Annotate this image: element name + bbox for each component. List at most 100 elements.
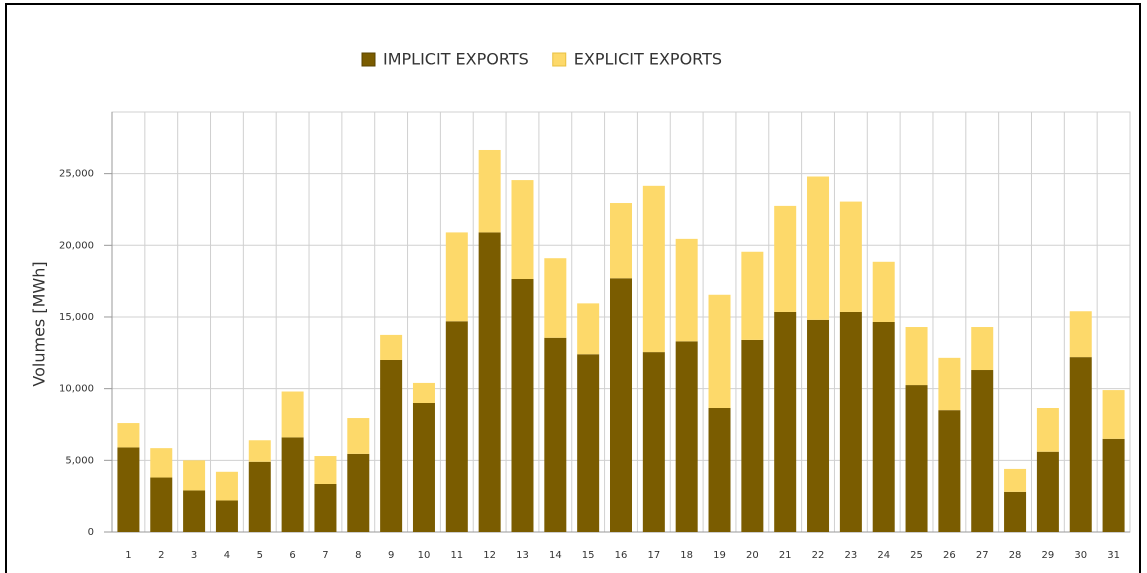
x-tick-label: 18 (680, 550, 693, 561)
bar-segment (380, 359, 403, 532)
x-tick-label: 4 (224, 550, 230, 561)
bar-segment (445, 232, 468, 322)
legend-label: EXPLICIT EXPORTS (574, 50, 722, 69)
bar-segment (1036, 451, 1059, 532)
bar-segment (478, 232, 501, 533)
bar-segment (150, 477, 173, 532)
x-tick-label: 14 (549, 550, 562, 561)
y-tick-label: 15,000 (59, 312, 94, 323)
bar-segment (150, 448, 173, 478)
x-tick-label: 12 (483, 550, 496, 561)
bar-segment (314, 456, 337, 484)
bar-segment (478, 149, 501, 233)
x-tick-label: 21 (779, 550, 792, 561)
bar-segment (741, 251, 764, 340)
bar-segment (117, 423, 140, 448)
bar-segment (347, 453, 370, 532)
bar-segment (1036, 408, 1059, 452)
bar-segment (1004, 468, 1027, 492)
x-tick-label: 31 (1107, 550, 1120, 561)
y-tick-label: 0 (88, 527, 94, 538)
x-tick-label: 11 (450, 550, 463, 561)
frame (5, 3, 1141, 573)
y-tick-label: 25,000 (59, 169, 94, 180)
bar-segment (314, 483, 337, 532)
bar-segment (938, 357, 961, 411)
bar-segment (774, 205, 797, 312)
bar-segment (544, 337, 567, 532)
bar-segment (511, 180, 534, 279)
x-tick-label: 20 (746, 550, 759, 561)
x-tick-label: 19 (713, 550, 726, 561)
bar-segment (544, 258, 567, 338)
bar-segment (445, 321, 468, 532)
bar-segment (183, 460, 206, 491)
bar-segment (642, 185, 665, 353)
bar-segment (412, 382, 435, 403)
bar-segment (905, 385, 928, 532)
legend-swatch (552, 52, 567, 67)
bar-segment (610, 278, 632, 532)
bar-segment (1069, 311, 1092, 358)
bar-segment (117, 447, 140, 532)
bar-segment (183, 490, 206, 532)
bar-segment (839, 201, 862, 312)
bar-segment (248, 440, 271, 462)
bar-segment (215, 500, 238, 532)
bar-segment (708, 408, 731, 532)
x-tick-label: 26 (943, 550, 956, 561)
bar-segment (971, 327, 994, 371)
bar-segment (807, 319, 830, 532)
bar-segment (1004, 491, 1027, 532)
x-tick-label: 22 (812, 550, 825, 561)
bar-segment (708, 294, 731, 409)
bar-segment (807, 176, 830, 320)
bar-segment (675, 341, 698, 532)
bar-segment (215, 471, 238, 501)
x-tick-label: 23 (845, 550, 858, 561)
bar-segment (610, 203, 632, 279)
bar-segment (741, 339, 764, 532)
bar-segment (248, 461, 271, 532)
bar-segment (1102, 390, 1125, 439)
x-tick-label: 8 (355, 550, 361, 561)
bar-segment (872, 261, 895, 322)
x-tick-label: 5 (257, 550, 263, 561)
y-axis-label: Volumes [MWh] (30, 261, 49, 386)
legend-label: IMPLICIT EXPORTS (383, 50, 529, 69)
bar-segment (577, 354, 600, 532)
bar-segment (642, 352, 665, 532)
x-tick-label: 16 (615, 550, 628, 561)
bar-segment (281, 391, 304, 438)
x-tick-label: 2 (158, 550, 164, 561)
x-tick-label: 27 (976, 550, 989, 561)
x-tick-label: 13 (516, 550, 529, 561)
x-tick-label: 10 (418, 550, 431, 561)
y-tick-label: 5,000 (65, 455, 94, 466)
bar-segment (347, 418, 370, 454)
x-tick-label: 9 (388, 550, 394, 561)
x-tick-label: 6 (289, 550, 295, 561)
bar-segment (577, 303, 600, 355)
bar-segment (1069, 357, 1092, 532)
x-tick-label: 24 (877, 550, 890, 561)
bar-segment (511, 278, 534, 532)
x-tick-label: 25 (910, 550, 923, 561)
y-tick-label: 10,000 (59, 384, 94, 395)
x-tick-label: 1 (125, 550, 131, 561)
bar-segment (905, 327, 928, 386)
legend-swatch (361, 52, 376, 67)
x-tick-label: 15 (582, 550, 595, 561)
bar-segment (281, 437, 304, 532)
bar-segment (412, 402, 435, 532)
bar-segment (774, 311, 797, 532)
bar-segment (971, 370, 994, 532)
x-tick-label: 30 (1074, 550, 1087, 561)
bar-segment (1102, 438, 1125, 532)
y-tick-label: 20,000 (59, 240, 94, 251)
x-tick-label: 3 (191, 550, 197, 561)
x-tick-label: 28 (1009, 550, 1022, 561)
bar-segment (938, 410, 961, 532)
bar-segment (872, 322, 895, 532)
